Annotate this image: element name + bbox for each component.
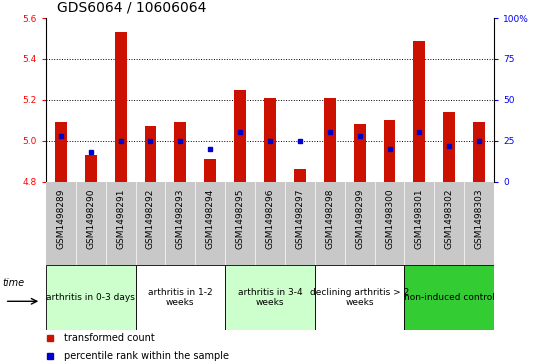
Text: percentile rank within the sample: percentile rank within the sample — [64, 351, 229, 362]
Text: GSM1498292: GSM1498292 — [146, 188, 155, 249]
FancyBboxPatch shape — [136, 265, 225, 330]
Bar — [55, 122, 67, 182]
Text: arthritis in 0-3 days: arthritis in 0-3 days — [46, 293, 135, 302]
Bar — [443, 112, 455, 182]
Text: GSM1498295: GSM1498295 — [235, 188, 245, 249]
Bar — [174, 122, 186, 182]
Text: GSM1498293: GSM1498293 — [176, 188, 185, 249]
Text: GSM1498294: GSM1498294 — [206, 188, 215, 249]
Text: GSM1498302: GSM1498302 — [445, 188, 454, 249]
Text: GSM1498298: GSM1498298 — [325, 188, 334, 249]
FancyBboxPatch shape — [46, 265, 136, 330]
FancyBboxPatch shape — [225, 265, 315, 330]
Text: GSM1498296: GSM1498296 — [266, 188, 274, 249]
Bar — [114, 32, 126, 182]
Text: GSM1498303: GSM1498303 — [475, 188, 484, 249]
Text: GSM1498297: GSM1498297 — [295, 188, 305, 249]
Text: time: time — [3, 278, 25, 288]
Bar — [234, 90, 246, 182]
Bar — [354, 124, 366, 182]
Bar — [383, 120, 395, 182]
Text: GSM1498301: GSM1498301 — [415, 188, 424, 249]
Text: transformed count: transformed count — [64, 334, 154, 343]
Text: non-induced control: non-induced control — [404, 293, 495, 302]
Text: GSM1498299: GSM1498299 — [355, 188, 364, 249]
FancyBboxPatch shape — [315, 265, 404, 330]
Bar — [324, 98, 336, 182]
Bar — [414, 41, 426, 182]
Bar — [294, 169, 306, 182]
Text: GDS6064 / 10606064: GDS6064 / 10606064 — [57, 0, 206, 15]
Text: GSM1498300: GSM1498300 — [385, 188, 394, 249]
Bar — [85, 155, 97, 182]
FancyBboxPatch shape — [404, 265, 494, 330]
Bar — [264, 98, 276, 182]
Text: GSM1498290: GSM1498290 — [86, 188, 95, 249]
Text: GSM1498291: GSM1498291 — [116, 188, 125, 249]
Text: arthritis in 1-2
weeks: arthritis in 1-2 weeks — [148, 288, 213, 307]
Bar — [145, 126, 157, 182]
Text: declining arthritis > 2
weeks: declining arthritis > 2 weeks — [310, 288, 409, 307]
Bar — [473, 122, 485, 182]
Text: arthritis in 3-4
weeks: arthritis in 3-4 weeks — [238, 288, 302, 307]
Bar — [204, 159, 216, 182]
Text: GSM1498289: GSM1498289 — [56, 188, 65, 249]
